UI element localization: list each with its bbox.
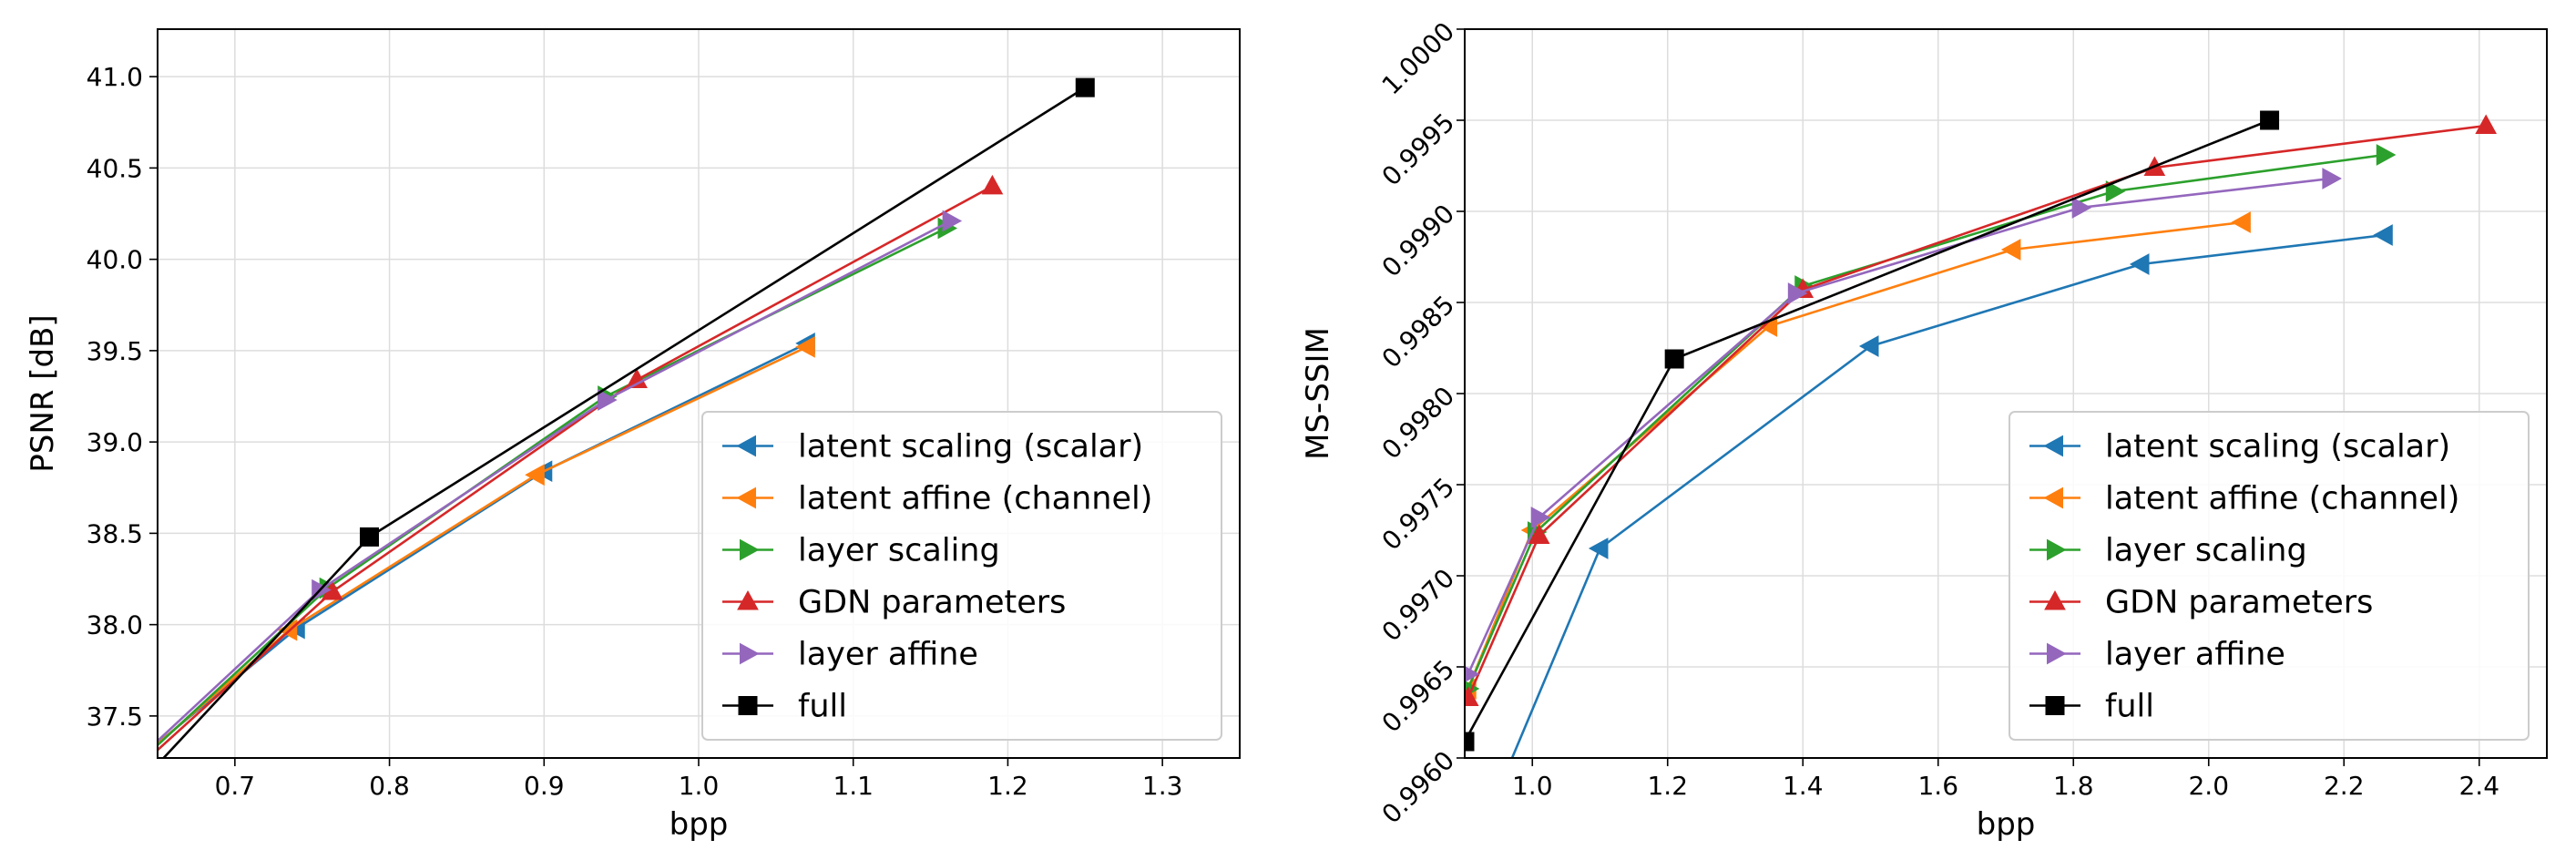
x-tick-label: 1.2 — [1647, 771, 1688, 801]
legend-label: layer scaling — [798, 533, 1000, 569]
plot-area — [158, 77, 1095, 758]
data-point — [2231, 211, 2251, 233]
x-axis-label: bpp — [1977, 806, 2036, 843]
legend-box — [701, 411, 1222, 741]
x-tick-label: 0.7 — [215, 771, 256, 801]
legend-label: latent affine (channel) — [2105, 481, 2459, 517]
legend-marker — [2047, 538, 2067, 561]
y-tick-label: 39.5 — [87, 336, 143, 366]
legend-marker — [737, 589, 759, 610]
y-tick-label: 40.0 — [87, 245, 143, 275]
y-tick-label: 38.5 — [87, 518, 143, 548]
data-point — [942, 210, 963, 232]
data-point — [1588, 538, 1609, 559]
y-tick-label: 38.0 — [87, 610, 143, 640]
series-line-4 — [158, 220, 952, 743]
y-axis-label: PSNR [dB] — [25, 314, 61, 472]
y-axis-label: MS-SSIM — [1300, 327, 1336, 460]
legend-label: latent scaling (scalar) — [798, 429, 1143, 466]
legend-box — [2009, 411, 2530, 741]
legend-marker — [2047, 642, 2067, 665]
x-tick-label: 1.0 — [1512, 771, 1553, 801]
x-tick-label: 1.4 — [1783, 771, 1824, 801]
data-point — [2105, 180, 2126, 202]
data-point — [1787, 282, 1808, 304]
x-tick-label: 1.1 — [833, 771, 874, 801]
data-point — [2000, 239, 2021, 261]
data-point — [360, 527, 380, 547]
data-point — [981, 174, 1004, 195]
legend-marker — [736, 486, 756, 509]
data-point — [626, 368, 648, 388]
legend-label: latent affine (channel) — [798, 481, 1152, 517]
data-point — [2373, 224, 2393, 246]
legend: latent scaling (scalar) latent affine (ch… — [701, 411, 1222, 741]
left-chart: 0.7 0.8 0.9 1.0 1.1 1.2 1.3 37.5 38.0 38.5 39.0 39.… — [25, 28, 1241, 843]
y-tick-label: 39.0 — [87, 427, 143, 457]
x-tick-label: 2.0 — [2188, 771, 2229, 801]
data-point — [2260, 110, 2280, 130]
data-point — [1530, 507, 1551, 528]
data-point — [2322, 168, 2342, 189]
y-tick-label: 40.5 — [87, 153, 143, 183]
x-tick-label: 0.8 — [369, 771, 410, 801]
y-tick-label: 37.5 — [87, 702, 143, 732]
data-point — [2475, 114, 2498, 134]
legend-marker — [2045, 696, 2065, 715]
legend-marker — [738, 696, 758, 715]
legend-label: layer affine — [798, 637, 978, 673]
legend-label: full — [798, 689, 847, 725]
x-tick-label: 1.3 — [1142, 771, 1183, 801]
y-tick-label: 41.0 — [87, 62, 143, 92]
x-tick-label: 1.0 — [679, 771, 720, 801]
legend-marker — [740, 538, 760, 561]
x-tick-label: 2.2 — [2324, 771, 2365, 801]
x-axis-label: bpp — [670, 806, 729, 843]
legend: latent scaling (scalar) latent affine (ch… — [2009, 411, 2530, 741]
legend-label: full — [2105, 689, 2154, 725]
data-point — [598, 389, 618, 411]
legend-marker — [2043, 486, 2063, 509]
data-point — [2071, 197, 2092, 219]
legend-label: layer affine — [2105, 637, 2285, 673]
x-tick-label: 0.9 — [524, 771, 565, 801]
legend-marker — [2043, 435, 2063, 457]
legend-label: latent scaling (scalar) — [2105, 429, 2450, 466]
data-point — [1465, 666, 1480, 682]
legend-label: GDN parameters — [798, 585, 1066, 621]
series-line-3 — [158, 185, 994, 753]
x-tick-label: 2.4 — [2458, 771, 2499, 801]
data-point — [1075, 77, 1095, 97]
x-tick-label: 1.6 — [1917, 771, 1958, 801]
legend-marker — [2044, 589, 2066, 610]
x-tick-label: 1.2 — [987, 771, 1028, 801]
legend-label: layer scaling — [2105, 533, 2307, 569]
data-point — [2376, 144, 2397, 166]
legend-marker — [736, 435, 756, 457]
data-point — [1465, 686, 1479, 706]
legend-label: GDN parameters — [2105, 585, 2373, 621]
plot-area — [1465, 110, 2498, 758]
x-tick-label: 1.8 — [2053, 771, 2094, 801]
data-point — [1465, 732, 1475, 752]
data-point — [1528, 524, 1550, 544]
data-point — [525, 464, 545, 486]
legend-marker — [740, 642, 760, 665]
data-point — [795, 336, 815, 358]
data-point — [1858, 335, 1879, 357]
data-point — [2129, 253, 2150, 275]
data-point — [1664, 349, 1684, 369]
